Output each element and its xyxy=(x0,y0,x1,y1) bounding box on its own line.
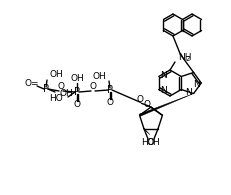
Text: N: N xyxy=(160,86,166,95)
Text: O: O xyxy=(89,82,96,91)
Text: HO: HO xyxy=(49,95,63,104)
Text: HO: HO xyxy=(141,138,154,147)
Text: N: N xyxy=(192,80,199,89)
Text: OH: OH xyxy=(92,73,106,82)
Text: P: P xyxy=(106,85,112,95)
Text: P: P xyxy=(43,84,49,94)
Text: O=: O= xyxy=(25,80,39,89)
Text: OH: OH xyxy=(50,71,64,80)
Text: 2: 2 xyxy=(185,56,190,62)
Text: N: N xyxy=(160,71,166,80)
Text: NH: NH xyxy=(177,52,191,61)
Text: N: N xyxy=(184,88,191,97)
Text: O: O xyxy=(143,100,150,110)
Text: P: P xyxy=(74,87,80,97)
Text: OH: OH xyxy=(146,138,159,147)
Polygon shape xyxy=(142,127,149,135)
Text: O: O xyxy=(73,100,80,110)
Text: OH: OH xyxy=(70,74,84,83)
Text: O: O xyxy=(106,98,113,107)
Text: O: O xyxy=(136,95,143,104)
Text: O: O xyxy=(57,82,64,91)
Text: OH: OH xyxy=(60,90,73,98)
Polygon shape xyxy=(139,94,193,116)
